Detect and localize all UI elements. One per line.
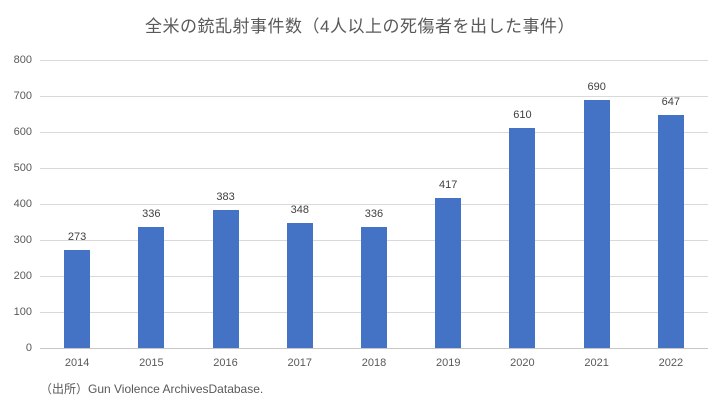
gridline [40, 204, 708, 205]
bar-value-label: 417 [439, 178, 458, 191]
y-axis-tick-label: 0 [25, 342, 32, 354]
bar-value-label: 383 [216, 191, 235, 204]
bar-value-label: 610 [513, 109, 532, 122]
gridline [40, 60, 708, 61]
gridline [40, 168, 708, 169]
bar-group: 383 2016 [188, 60, 262, 369]
gridline [40, 96, 708, 97]
bar-value-label: 336 [364, 208, 384, 221]
bar-series: 273 2014 336 2015 383 2016 348 2017 336 2018 417 20… [40, 60, 708, 369]
y-axis-tick-labels: 0 100 200 300 400 500 600 700 800 [4, 54, 32, 354]
x-axis-label: 2020 [510, 357, 535, 369]
x-axis-label: 2019 [435, 357, 461, 369]
x-axis-label: 2014 [64, 357, 90, 369]
bar-value-label: 273 [67, 230, 87, 243]
plot-area: 273 2014 336 2015 383 2016 348 2017 336 2018 417 20… [40, 60, 708, 369]
y-axis-tick-label: 100 [13, 306, 32, 318]
gridline [40, 348, 708, 349]
bar [435, 197, 462, 348]
bar [286, 222, 313, 348]
bar-value-label: 690 [587, 80, 606, 93]
bar-value-label: 647 [661, 96, 681, 109]
y-axis-tick-label: 800 [13, 54, 32, 66]
bar-value-label: 348 [290, 203, 309, 216]
x-axis-label: 2015 [139, 357, 164, 369]
bar [657, 115, 684, 348]
bar [64, 249, 91, 348]
x-axis-label: 2018 [361, 357, 387, 369]
bar-group: 690 2021 [560, 60, 634, 369]
bar-group: 273 2014 [40, 60, 114, 369]
x-axis-label: 2016 [213, 357, 238, 369]
y-axis-tick-label: 400 [13, 198, 32, 210]
bar [360, 227, 387, 348]
bar [138, 227, 165, 348]
bar-group: 610 2020 [485, 60, 559, 369]
y-axis-tick-label: 600 [13, 126, 32, 138]
bar-group: 417 2019 [411, 60, 485, 369]
gridline [40, 132, 708, 133]
bar [212, 210, 239, 348]
y-axis-tick-label: 300 [13, 234, 32, 246]
bar-group: 647 2022 [634, 60, 708, 369]
x-axis-label: 2021 [584, 357, 609, 369]
y-axis-tick-label: 700 [13, 90, 32, 102]
x-axis-label: 2017 [287, 357, 313, 369]
source-note: （出所）Gun Violence ArchivesDatabase. [40, 382, 264, 396]
bar-group: 348 2017 [263, 60, 337, 369]
bar [509, 128, 536, 348]
y-axis-tick-label: 200 [13, 270, 32, 282]
bar-value-label: 336 [142, 208, 161, 221]
y-axis-tick-label: 500 [13, 162, 32, 174]
x-axis-label: 2022 [658, 357, 684, 369]
bar [583, 99, 610, 348]
bar-group: 336 2018 [337, 60, 411, 369]
chart-title: 全米の銃乱射事件数（4人以上の死傷者を出した事件） [145, 17, 575, 36]
bar-group: 336 2015 [114, 60, 188, 369]
